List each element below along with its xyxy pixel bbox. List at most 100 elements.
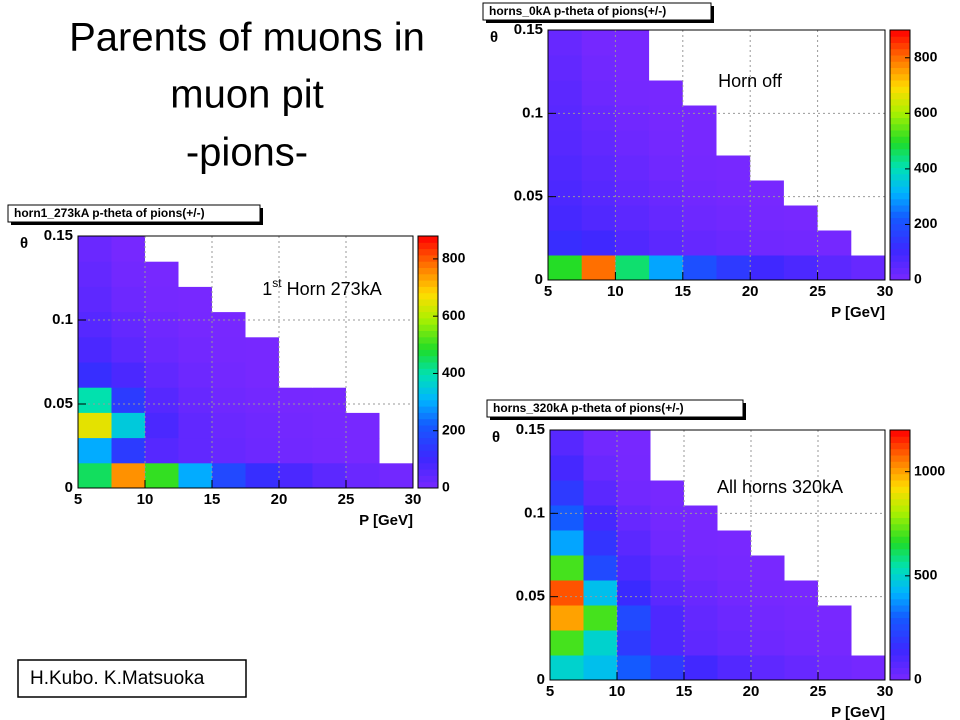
cell bbox=[851, 255, 886, 281]
cell bbox=[750, 130, 785, 156]
cell bbox=[379, 412, 414, 439]
cell bbox=[617, 630, 651, 656]
palette-step bbox=[890, 448, 910, 456]
palette-step bbox=[890, 223, 910, 231]
cell bbox=[548, 230, 583, 256]
cell bbox=[550, 530, 584, 556]
cell bbox=[178, 286, 213, 313]
cell bbox=[581, 105, 616, 131]
cell bbox=[650, 580, 685, 606]
palette-step bbox=[890, 192, 910, 200]
x-tick-label: 25 bbox=[809, 283, 826, 300]
palette-step bbox=[890, 255, 910, 262]
cell bbox=[783, 230, 819, 256]
cell bbox=[615, 155, 650, 181]
cell bbox=[346, 412, 380, 439]
cell bbox=[583, 555, 618, 581]
cell bbox=[550, 580, 584, 606]
cell bbox=[818, 630, 852, 656]
palette-step bbox=[890, 548, 910, 556]
cell bbox=[550, 630, 584, 656]
palette-step bbox=[418, 236, 438, 243]
cell bbox=[78, 236, 112, 262]
y-tick-label: 0.1 bbox=[522, 104, 543, 121]
cell bbox=[650, 430, 685, 456]
cell bbox=[682, 130, 717, 156]
cell bbox=[245, 412, 280, 439]
cell bbox=[682, 105, 717, 131]
palette-step bbox=[890, 542, 910, 550]
palette-step bbox=[418, 280, 438, 287]
z-tick-label: 200 bbox=[914, 215, 938, 231]
palette-step bbox=[890, 73, 910, 81]
palette-step bbox=[890, 86, 910, 93]
slide-title: muon pit bbox=[170, 73, 323, 117]
cell bbox=[717, 605, 752, 631]
palette-step bbox=[890, 48, 910, 56]
palette-step bbox=[418, 368, 438, 376]
palette-step bbox=[890, 130, 910, 137]
palette-step bbox=[418, 399, 438, 407]
cell bbox=[750, 205, 785, 231]
y-tick-label: 0.1 bbox=[52, 311, 73, 328]
palette-step bbox=[418, 355, 438, 363]
palette-step bbox=[890, 655, 910, 662]
cell bbox=[784, 505, 819, 531]
cell bbox=[212, 261, 246, 287]
cell bbox=[178, 261, 213, 287]
cell bbox=[312, 362, 347, 388]
palette-step bbox=[890, 236, 910, 243]
cell bbox=[78, 387, 112, 413]
cell bbox=[783, 180, 819, 206]
palette-step bbox=[418, 254, 438, 262]
cell bbox=[649, 180, 684, 206]
cell bbox=[548, 55, 583, 81]
cell bbox=[581, 130, 616, 156]
cell bbox=[312, 261, 347, 287]
cell bbox=[78, 286, 112, 313]
y-tick-label: 0.05 bbox=[514, 188, 543, 205]
palette-step bbox=[890, 511, 910, 518]
cell bbox=[583, 505, 618, 531]
cell bbox=[717, 505, 752, 531]
x-tick-label: 20 bbox=[742, 283, 759, 300]
cell bbox=[716, 80, 751, 106]
cell bbox=[581, 155, 616, 181]
cell bbox=[649, 205, 684, 231]
chart-title: horn1_273kA p-theta of pions(+/-) bbox=[14, 206, 205, 220]
cell bbox=[279, 336, 313, 363]
y-tick-label: 0 bbox=[535, 271, 543, 288]
cell bbox=[615, 105, 650, 131]
cell bbox=[717, 480, 752, 506]
cell bbox=[817, 180, 852, 206]
cell bbox=[650, 630, 685, 656]
palette-step bbox=[418, 336, 438, 344]
cell bbox=[818, 430, 852, 456]
cell bbox=[178, 311, 213, 338]
y-tick-label: 0.1 bbox=[524, 504, 545, 521]
z-tick-label: 1000 bbox=[914, 462, 945, 478]
cell bbox=[212, 286, 246, 313]
palette-step bbox=[418, 292, 438, 300]
cell bbox=[312, 412, 347, 439]
cell bbox=[717, 430, 752, 456]
x-tick-label: 5 bbox=[546, 683, 554, 700]
cell bbox=[245, 311, 280, 338]
cell bbox=[784, 655, 819, 681]
cell bbox=[312, 462, 347, 489]
palette-step bbox=[418, 242, 438, 250]
cell bbox=[617, 480, 651, 506]
cell bbox=[684, 630, 718, 656]
cell bbox=[751, 480, 785, 506]
cell bbox=[212, 311, 246, 338]
cell bbox=[111, 362, 146, 388]
cell bbox=[684, 655, 718, 681]
cell bbox=[784, 605, 819, 631]
z-tick-label: 0 bbox=[914, 671, 922, 687]
cell bbox=[650, 655, 685, 681]
cell bbox=[751, 430, 785, 456]
cell bbox=[78, 261, 112, 287]
cell bbox=[550, 480, 584, 506]
palette-step bbox=[418, 412, 438, 420]
palette-step bbox=[890, 80, 910, 87]
